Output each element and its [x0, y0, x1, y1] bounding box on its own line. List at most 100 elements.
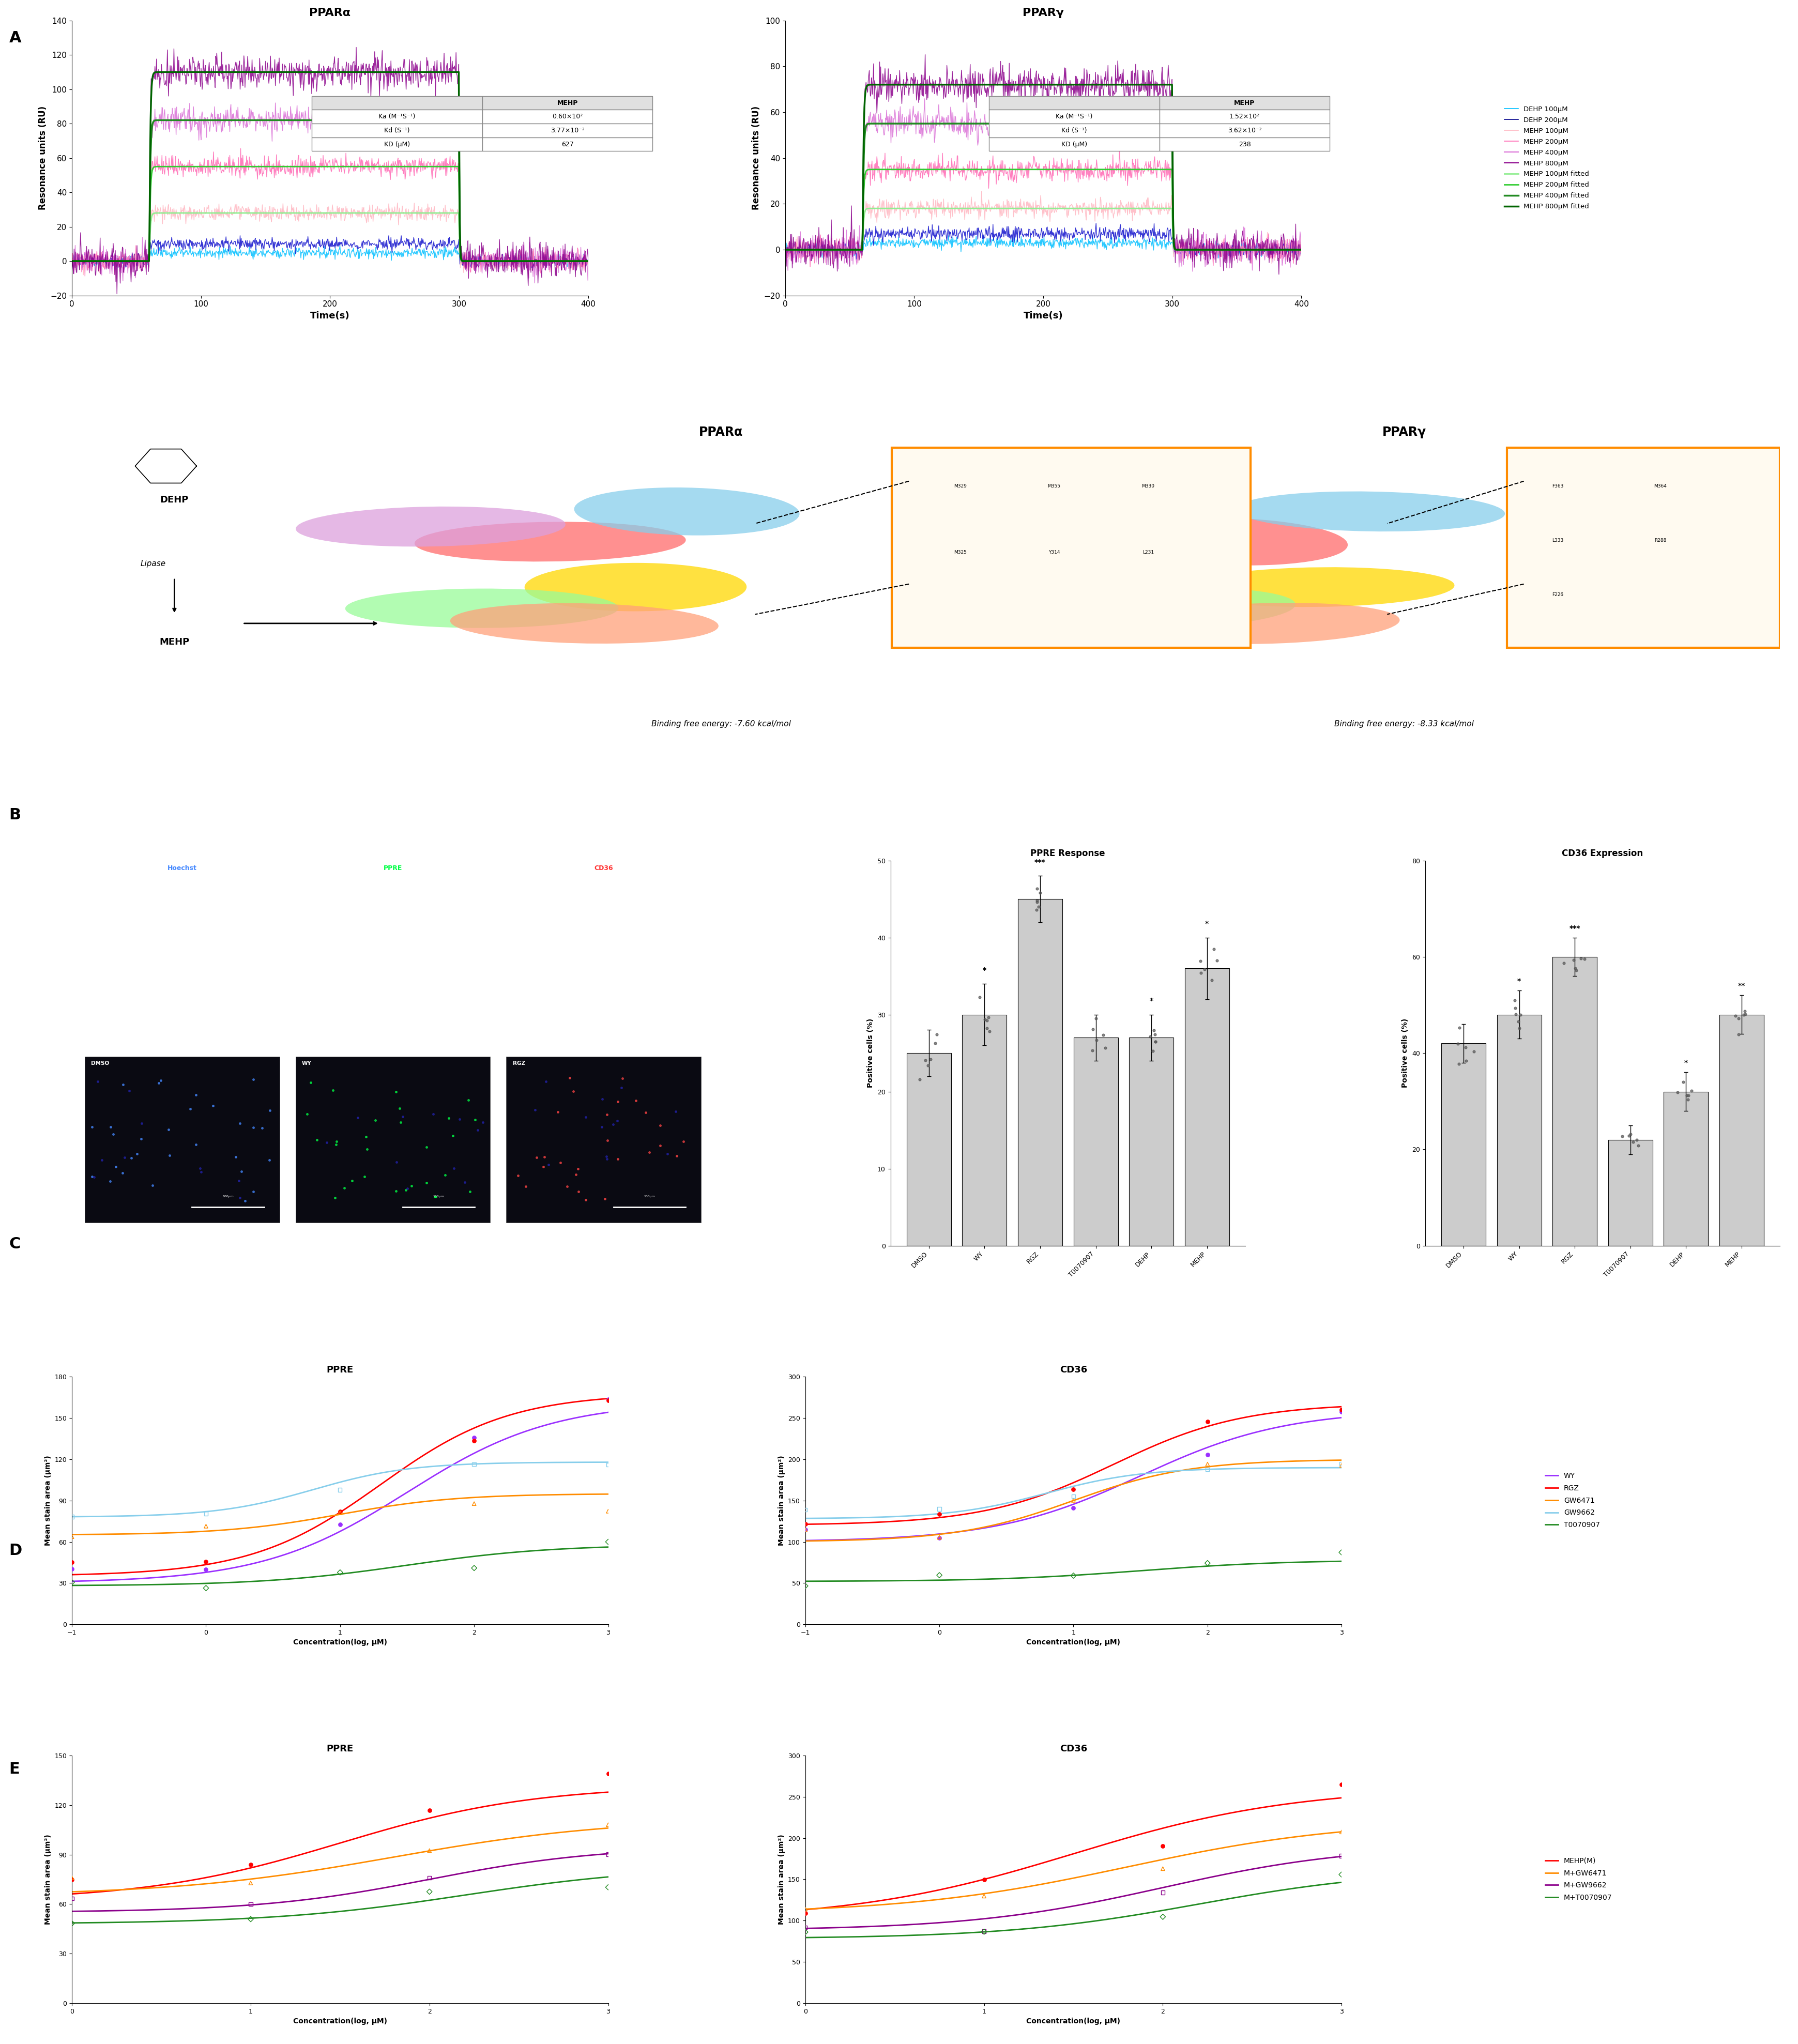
- Point: [1444, 1028, 1473, 1061]
- Text: R288: R288: [1654, 538, 1667, 544]
- Point: [924, 1560, 953, 1592]
- Bar: [507, 1057, 701, 1222]
- Point: [921, 1026, 949, 1059]
- Point: [1149, 1876, 1178, 1909]
- Point: [791, 1513, 820, 1545]
- Text: **: **: [1739, 983, 1746, 989]
- Point: [58, 1883, 86, 1915]
- Point: [1678, 1075, 1706, 1108]
- Point: [924, 1498, 953, 1531]
- Point: [236, 1903, 264, 1936]
- Point: [922, 1018, 951, 1051]
- Text: 100μm: 100μm: [644, 1384, 654, 1386]
- Point: [1500, 983, 1528, 1016]
- Point: [1059, 1560, 1088, 1592]
- Point: [58, 1500, 86, 1533]
- Legend: WY, RGZ, GW6471, GW9662, T0070907: WY, RGZ, GW6471, GW9662, T0070907: [1543, 1470, 1602, 1531]
- Bar: [1719, 1014, 1764, 1245]
- Y-axis label: Resonance units (RU): Resonance units (RU): [38, 106, 47, 211]
- Point: [1444, 1049, 1473, 1081]
- Point: [192, 1553, 221, 1586]
- Point: [1090, 1018, 1118, 1051]
- Point: [1023, 885, 1052, 918]
- Point: [1327, 1447, 1356, 1480]
- Point: [192, 1572, 221, 1605]
- Point: [969, 1915, 998, 1948]
- Text: A: A: [9, 31, 22, 45]
- Point: [593, 1525, 622, 1558]
- X-axis label: Time(s): Time(s): [1023, 311, 1063, 321]
- Point: [971, 1004, 1000, 1036]
- Text: *: *: [1149, 997, 1153, 1004]
- Point: [791, 1915, 820, 1948]
- Point: [1203, 944, 1232, 977]
- Point: [1140, 1018, 1169, 1051]
- Point: [1079, 1034, 1108, 1067]
- Point: [58, 1566, 86, 1598]
- Title: PPRE: PPRE: [327, 1744, 354, 1754]
- Point: [924, 1492, 953, 1525]
- Y-axis label: Mean stain area (μm²): Mean stain area (μm²): [45, 1833, 52, 1925]
- Point: [1505, 1006, 1534, 1038]
- Point: [415, 1833, 444, 1866]
- Ellipse shape: [525, 562, 746, 611]
- Point: [1327, 1840, 1356, 1872]
- Point: [1451, 1044, 1480, 1077]
- Point: [192, 1545, 221, 1578]
- Point: [415, 1795, 444, 1827]
- Legend: DEHP 100μM, DEHP 200μM, MEHP 100μM, MEHP 200μM, MEHP 400μM, MEHP 800μM, MEHP 100: DEHP 100μM, DEHP 200μM, MEHP 100μM, MEHP…: [1501, 104, 1591, 213]
- Point: [1624, 1130, 1652, 1163]
- Point: [1669, 1065, 1697, 1098]
- Text: Y314: Y314: [1048, 550, 1059, 554]
- Text: *: *: [1518, 977, 1521, 985]
- Point: [415, 1874, 444, 1907]
- Point: [460, 1447, 489, 1480]
- Y-axis label: Positive cells (%): Positive cells (%): [1402, 1018, 1410, 1087]
- X-axis label: Concentration(log, μM): Concentration(log, μM): [293, 2017, 387, 2026]
- Text: DMSO: DMSO: [92, 1061, 110, 1065]
- Y-axis label: Positive cells (%): Positive cells (%): [867, 1018, 874, 1087]
- Point: [1079, 1012, 1108, 1044]
- X-axis label: Time(s): Time(s): [311, 311, 351, 321]
- Point: [791, 1911, 820, 1944]
- Point: [906, 1063, 935, 1096]
- Point: [325, 1496, 354, 1529]
- Point: [1615, 1120, 1643, 1153]
- Point: [924, 1521, 953, 1553]
- Bar: [1185, 969, 1230, 1245]
- Bar: [295, 1057, 491, 1222]
- Point: [58, 1907, 86, 1940]
- Point: [1059, 1492, 1088, 1525]
- Text: 100μm: 100μm: [223, 1196, 234, 1198]
- Text: MEHP: MEHP: [160, 638, 189, 646]
- Point: [1023, 891, 1052, 924]
- Point: [915, 1042, 944, 1075]
- Ellipse shape: [574, 486, 800, 536]
- FancyBboxPatch shape: [892, 448, 1250, 648]
- Point: [1025, 877, 1054, 910]
- Text: F363: F363: [1552, 484, 1564, 489]
- Point: [236, 1848, 264, 1880]
- Point: [1327, 1449, 1356, 1482]
- Point: [1327, 1768, 1356, 1801]
- Text: DEHP: DEHP: [302, 1249, 318, 1255]
- Point: [1140, 1014, 1169, 1047]
- Point: [1082, 1024, 1111, 1057]
- Point: [460, 1425, 489, 1457]
- Point: [1190, 953, 1219, 985]
- Point: [1674, 1079, 1703, 1112]
- Point: [791, 1513, 820, 1545]
- Point: [1149, 1852, 1178, 1885]
- Point: [1194, 1439, 1223, 1472]
- Point: [1451, 1030, 1480, 1063]
- Point: [1501, 997, 1530, 1030]
- Point: [593, 1809, 622, 1842]
- Point: [325, 1474, 354, 1506]
- Bar: [85, 1245, 279, 1410]
- Text: Hoechst: Hoechst: [167, 865, 196, 871]
- Bar: [1018, 899, 1063, 1245]
- Y-axis label: Mean stain area (μm²): Mean stain area (μm²): [779, 1833, 786, 1925]
- Text: PPRE: PPRE: [383, 865, 403, 871]
- Point: [236, 1889, 264, 1921]
- X-axis label: Concentration(log, μM): Concentration(log, μM): [1027, 1639, 1120, 1645]
